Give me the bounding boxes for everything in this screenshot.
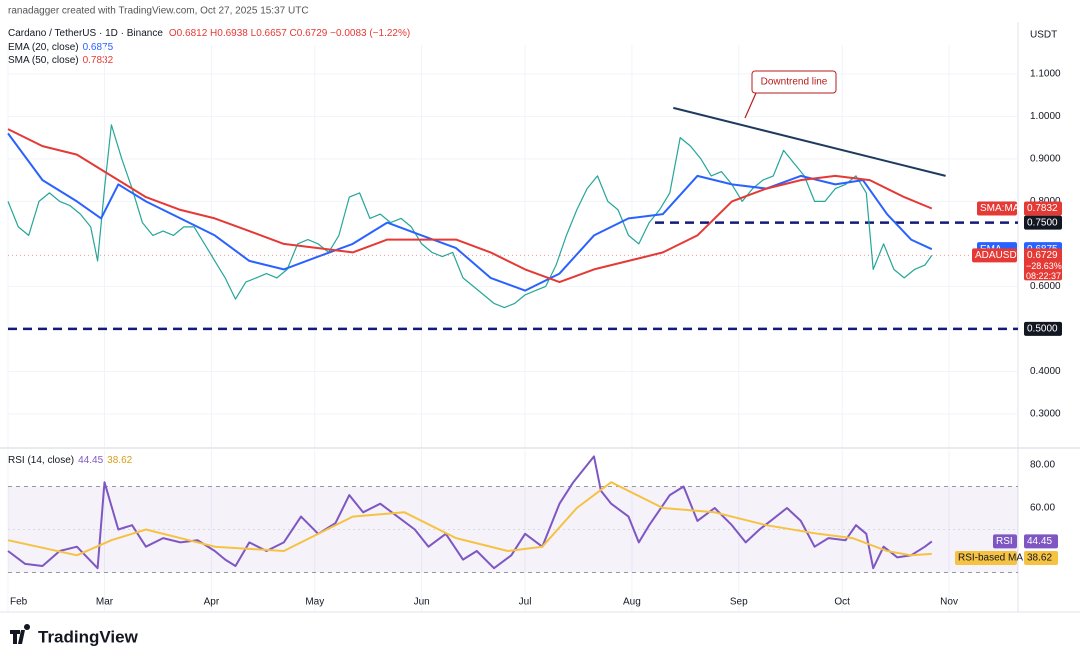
- series-line: [7, 455, 933, 570]
- series-line: [7, 132, 933, 292]
- logo: TradingView: [10, 623, 139, 646]
- level-tag: [1024, 215, 1062, 230]
- price-tag-label: SMA:MA: [980, 203, 1020, 214]
- x-tick-label: Apr: [204, 597, 220, 608]
- x-tick-label: Jul: [519, 597, 532, 608]
- y-tick-label: 0.3000: [1030, 408, 1061, 419]
- level-tag: [1024, 321, 1062, 336]
- rsi-value: 44.45: [78, 455, 103, 466]
- x-tick-label: Nov: [940, 597, 958, 608]
- price-tag: [955, 550, 1017, 565]
- x-tick-label: Aug: [623, 597, 641, 608]
- x-tick-label: Oct: [834, 597, 850, 608]
- sma-value: 0.7832: [83, 55, 114, 66]
- price-tag-label: RSI: [996, 536, 1013, 547]
- series-line: [7, 128, 933, 284]
- price-change: −28.63%: [1026, 261, 1062, 271]
- level-label: 0.7500: [1027, 217, 1058, 228]
- x-tick-label: Feb: [10, 597, 28, 608]
- y-tick-label: 80.00: [1030, 460, 1055, 471]
- y-tick-label: 60.00: [1030, 503, 1055, 514]
- x-tick-label: Sep: [730, 597, 748, 608]
- rsi-title: RSI (14, close): [8, 455, 74, 466]
- price-tag: [977, 201, 1017, 216]
- price-tag: [1024, 550, 1058, 565]
- x-tick-label: May: [305, 597, 324, 608]
- countdown: 08:22:37: [1026, 271, 1061, 281]
- price-tag: [1024, 248, 1062, 281]
- y-tick-label: 0.6000: [1030, 281, 1061, 292]
- author-line: ranadagger created with TradingView.com,…: [8, 6, 309, 17]
- price-tag: [993, 534, 1017, 549]
- logo-icon: [10, 623, 31, 644]
- y-tick-label: 1.1000: [1030, 69, 1061, 80]
- price-tag-label: 0.6729: [1027, 250, 1058, 261]
- annotation-text: Downtrend line: [761, 77, 828, 88]
- price-tag-label: 0.7832: [1027, 203, 1058, 214]
- price-tag: [1024, 201, 1062, 216]
- rsi-legend: RSI (14, close) 44.45 38.62: [8, 455, 133, 466]
- y-tick-label: 1.0000: [1030, 111, 1061, 122]
- logo-text: TradingView: [38, 627, 139, 646]
- ema-value: 0.6875: [83, 42, 114, 53]
- symbol-line: Cardano / TetherUS · 1D · Binance O0.6812…: [8, 28, 410, 39]
- annotation-arrow: [744, 92, 757, 119]
- annotation-box: [751, 70, 837, 94]
- series-line: [7, 481, 932, 557]
- series-line: [7, 124, 933, 309]
- price-tag-label: ADAUSDT: [975, 250, 1023, 261]
- x-tick-label: Jun: [414, 597, 430, 608]
- y-tick-label: 0.4000: [1030, 366, 1061, 377]
- price-tag: [972, 248, 1017, 263]
- x-tick-label: Mar: [96, 597, 114, 608]
- price-tag-label: 44.45: [1027, 536, 1052, 547]
- price-tag: [1024, 534, 1058, 549]
- trendline: [673, 106, 946, 177]
- sma-legend: SMA (50, close) 0.7832: [8, 55, 114, 66]
- y-tick-label: 0.9000: [1030, 154, 1061, 165]
- ema-name: EMA (20, close): [8, 42, 79, 53]
- level-label: 0.5000: [1027, 324, 1058, 335]
- ohlc: O0.6812 H0.6938 L0.6657 C0.6729 −0.0083 …: [169, 28, 410, 39]
- price-tag-label: 38.62: [1027, 553, 1052, 564]
- rsi-ma-value: 38.62: [107, 455, 132, 466]
- symbol: Cardano / TetherUS · 1D · Binance: [8, 28, 163, 39]
- sma-name: SMA (50, close): [8, 55, 79, 66]
- ema-legend: EMA (20, close) 0.6875: [8, 42, 114, 53]
- currency: USDT: [1030, 30, 1057, 41]
- price-tag-label: RSI-based MA: [958, 553, 1023, 564]
